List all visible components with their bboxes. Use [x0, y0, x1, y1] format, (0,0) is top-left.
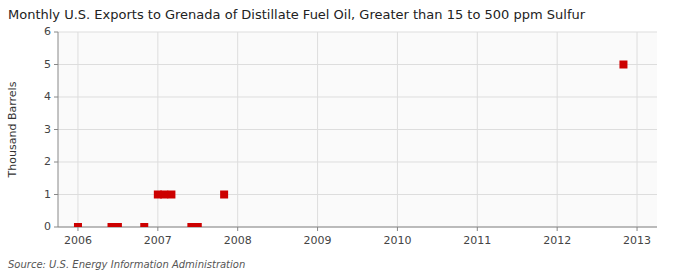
x-grid-line — [637, 32, 638, 227]
y-axis-label: Thousand Barrels — [6, 81, 19, 178]
y-tick — [54, 227, 58, 228]
x-tick — [637, 227, 638, 231]
data-points — [74, 61, 627, 228]
x-tick-label: 2010 — [383, 234, 411, 247]
x-grid-line — [397, 32, 398, 227]
chart-container: 0 1 2 3 4 5 6 2006 2007 2008 2009 2010 2011 2012 2013 T… — [0, 0, 675, 275]
y-tick — [54, 64, 58, 65]
y-tick — [54, 129, 58, 130]
y-grid-line — [58, 32, 657, 33]
y-tick-label: 2 — [44, 155, 51, 168]
y-tick-label: 5 — [44, 58, 51, 71]
y-tick — [54, 194, 58, 195]
y-grid-line — [58, 97, 657, 98]
data-point — [220, 191, 228, 199]
data-point — [74, 223, 82, 227]
x-tick-label: 2007 — [144, 234, 172, 247]
x-tick — [77, 227, 78, 231]
x-grid-line — [237, 32, 238, 227]
y-tick — [54, 32, 58, 33]
data-point — [619, 61, 627, 69]
data-point — [167, 191, 175, 199]
x-grid-line — [557, 32, 558, 227]
x-tick-label: 2013 — [623, 234, 651, 247]
x-tick-label: 2012 — [543, 234, 571, 247]
y-tick-label: 0 — [44, 220, 51, 233]
x-tick-label: 2009 — [304, 234, 332, 247]
grid — [58, 32, 657, 227]
x-tick — [237, 227, 238, 231]
y-tick-label: 4 — [44, 90, 51, 103]
chart-title: Monthly U.S. Exports to Grenada of Disti… — [8, 7, 586, 22]
data-point — [114, 223, 122, 227]
x-tick — [157, 227, 158, 231]
y-tick — [54, 162, 58, 163]
axes: 0 1 2 3 4 5 6 2006 2007 2008 2009 2010 2011 2012 2013 — [44, 25, 651, 247]
x-grid-line — [317, 32, 318, 227]
chart-svg: 0 1 2 3 4 5 6 2006 2007 2008 2009 2010 2011 2012 2013 T… — [0, 0, 675, 275]
y-grid-line — [58, 194, 657, 195]
y-tick — [54, 97, 58, 98]
x-grid-line — [477, 32, 478, 227]
plot-background — [58, 32, 657, 227]
y-grid-line — [58, 129, 657, 130]
x-tick-label: 2006 — [64, 234, 92, 247]
x-tick-label: 2011 — [463, 234, 491, 247]
source-note: Source: U.S. Energy Information Administ… — [8, 259, 245, 270]
x-tick-label: 2008 — [224, 234, 252, 247]
y-tick-label: 1 — [44, 188, 51, 201]
x-tick — [397, 227, 398, 231]
y-grid-line — [58, 64, 657, 65]
data-point — [160, 191, 168, 199]
x-grid-line — [77, 32, 78, 227]
data-point — [194, 223, 202, 227]
y-tick-label: 6 — [44, 25, 51, 38]
y-tick-label: 3 — [44, 123, 51, 136]
x-tick — [317, 227, 318, 231]
data-point — [140, 223, 148, 227]
y-grid-line — [58, 162, 657, 163]
x-tick — [557, 227, 558, 231]
x-tick — [477, 227, 478, 231]
